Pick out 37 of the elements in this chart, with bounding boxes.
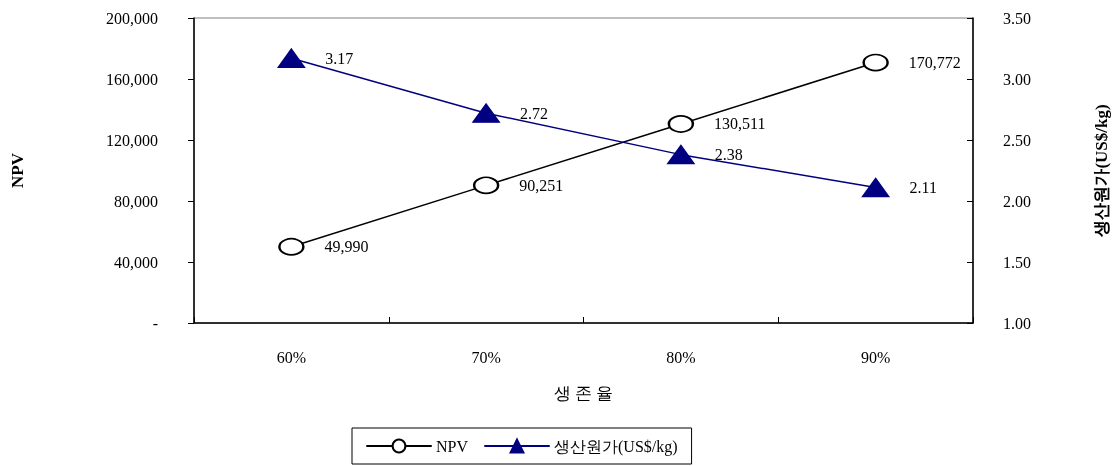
point	[667, 144, 695, 165]
point	[277, 48, 306, 69]
point	[667, 114, 694, 133]
data-label: 2.72	[520, 104, 549, 122]
data-label: 49,990	[324, 238, 369, 256]
data-label: 2.38	[714, 146, 743, 164]
x-tick-label: 70%	[471, 348, 501, 366]
y2-tick-label: 2.50	[1003, 131, 1031, 149]
legend-label: NPV	[436, 437, 469, 455]
point	[473, 176, 500, 195]
y-tick-label: 200,000	[106, 9, 158, 27]
x-tick-label: 90%	[860, 348, 891, 366]
x-tick-label: 60%	[276, 348, 307, 366]
x-tick-label: 80%	[666, 348, 696, 366]
y-tick-label: -	[152, 314, 158, 332]
y-tick-label: 80,000	[114, 192, 158, 210]
point	[278, 237, 305, 256]
y-tick-label: 160,000	[106, 70, 158, 88]
legend-label: 생산원가(US$/kg)	[554, 437, 678, 456]
y2-tick-label: 3.00	[1003, 70, 1031, 88]
point	[862, 53, 889, 72]
point	[472, 103, 500, 123]
y2-axis-title: 생산원가(US$/kg)	[1092, 104, 1111, 238]
y2-tick-label: 2.00	[1003, 192, 1031, 210]
data-label: 170,772	[908, 54, 961, 72]
point	[861, 177, 890, 198]
y-tick-label: 120,000	[106, 131, 158, 149]
y2-tick-label: 3.50	[1003, 9, 1031, 27]
data-label: 130,511	[714, 115, 766, 133]
data-label: 90,251	[519, 176, 564, 194]
x-axis-title: 생 존 율	[553, 384, 614, 403]
data-label: 3.17	[325, 49, 354, 67]
y2-tick-label: 1.00	[1003, 314, 1031, 332]
y-tick-label: 40,000	[114, 253, 158, 271]
y-axis-title: NPV	[8, 152, 27, 188]
y2-tick-label: 1.50	[1003, 253, 1031, 271]
data-label: 2.11	[909, 179, 937, 197]
